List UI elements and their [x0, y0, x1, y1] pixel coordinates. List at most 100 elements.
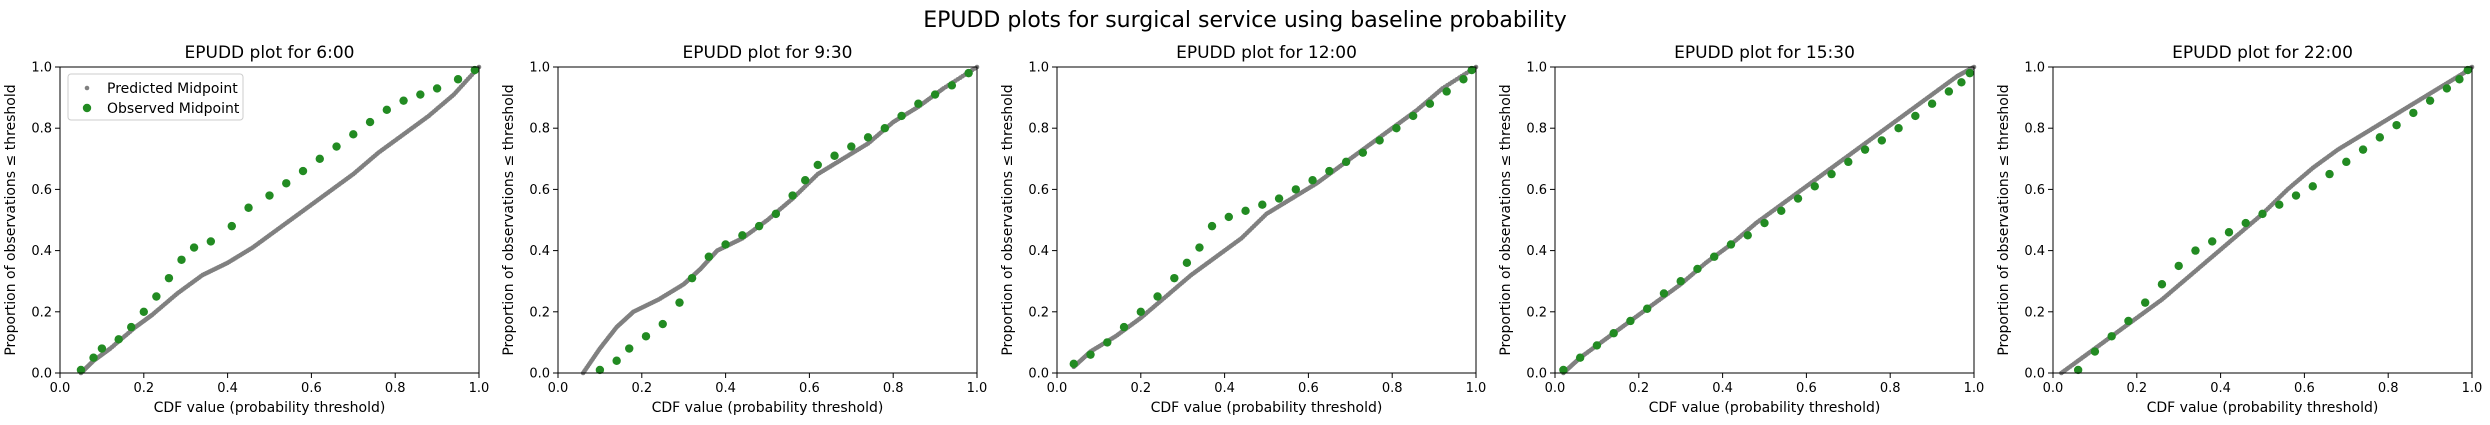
x-tick-label: 1.0: [967, 381, 988, 396]
observed-series: [1069, 65, 1477, 369]
y-tick-label: 0.0: [529, 367, 550, 382]
observed-point: [1793, 194, 1803, 203]
observed-point: [1170, 273, 1179, 283]
observed-point: [754, 221, 764, 231]
observed-point: [1182, 258, 1192, 268]
observed-point: [641, 332, 651, 341]
observed-point: [76, 365, 86, 375]
x-tick-label: 1.0: [2462, 381, 2483, 396]
observed-point: [298, 166, 308, 176]
x-tick-label: 0.4: [2210, 381, 2231, 396]
observed-point: [114, 335, 123, 344]
observed-point: [721, 240, 730, 249]
observed-point: [227, 221, 236, 231]
observed-point: [1844, 157, 1853, 167]
observed-point: [1308, 176, 1317, 185]
y-tick-label: 0.6: [529, 183, 550, 198]
observed-point: [282, 179, 291, 188]
observed-point: [2191, 246, 2200, 255]
observed-point: [2409, 108, 2418, 118]
observed-point: [1827, 169, 1836, 179]
predicted-series: [78, 64, 482, 376]
observed-point: [365, 117, 375, 127]
observed-point: [1575, 353, 1585, 362]
observed-point: [164, 273, 174, 283]
x-tick-label: 0.2: [1130, 381, 1151, 396]
observed-point: [1927, 99, 1937, 108]
observed-point: [2325, 169, 2334, 179]
x-axis-label: CDF value (probability threshold): [1151, 400, 1383, 416]
observed-point: [127, 322, 136, 332]
observed-point: [880, 124, 890, 133]
y-tick-label: 0.2: [31, 305, 52, 320]
observed-point: [97, 344, 107, 353]
x-tick-label: 0.8: [2378, 381, 2399, 396]
observed-point: [1442, 87, 1451, 96]
legend-observed-label: Observed Midpoint: [107, 101, 240, 117]
observed-point: [1291, 185, 1301, 194]
observed-point: [453, 75, 463, 84]
panel-title: EPUDD plot for 6:00: [185, 43, 355, 63]
observed-point: [152, 292, 161, 301]
observed-point: [612, 356, 621, 365]
observed-point: [2090, 347, 2100, 356]
observed-point: [1659, 289, 1669, 298]
observed-point: [2275, 200, 2284, 209]
axes-frame: [2052, 66, 2473, 374]
observed-point: [1153, 292, 1162, 301]
observed-point: [1136, 307, 1146, 316]
observed-point: [89, 353, 98, 362]
y-tick-label: 0.8: [1028, 122, 1049, 137]
observed-point: [830, 151, 839, 160]
observed-point: [382, 105, 392, 115]
x-tick-label: 0.0: [2043, 381, 2064, 396]
observed-point: [704, 252, 714, 261]
observed-point: [2308, 182, 2317, 191]
x-axis-label: CDF value (probability threshold): [1649, 400, 1881, 416]
observed-point: [399, 96, 408, 105]
y-axis-label: Proportion of observations ≤ threshold: [3, 84, 19, 355]
observed-point: [1325, 166, 1334, 176]
observed-point: [738, 231, 747, 240]
observed-point: [1693, 264, 1702, 274]
x-tick-label: 0.6: [799, 381, 820, 396]
observed-point: [930, 90, 940, 99]
observed-point: [2174, 261, 2183, 271]
y-tick-label: 0.6: [1028, 183, 1049, 198]
observed-point: [1459, 75, 1468, 84]
observed-point: [2442, 84, 2452, 93]
y-tick-label: 0.6: [1526, 183, 1547, 198]
x-tick-label: 0.6: [2294, 381, 2315, 396]
x-tick-label: 1.0: [1964, 381, 1985, 396]
y-tick-label: 0.0: [2024, 367, 2045, 382]
x-tick-label: 0.6: [1298, 381, 1319, 396]
observed-point: [2124, 316, 2133, 326]
x-tick-label: 1.0: [469, 381, 490, 396]
observed-point: [1743, 231, 1752, 240]
figure-suptitle: EPUDD plots for surgical service using b…: [923, 8, 1567, 33]
observed-point: [1957, 78, 1966, 87]
observed-point: [964, 68, 973, 78]
observed-point: [1195, 243, 1204, 252]
y-tick-label: 0.6: [31, 183, 52, 198]
observed-point: [177, 255, 186, 264]
legend: Predicted Midpoint Observed Midpoint: [67, 73, 244, 121]
x-tick-label: 0.8: [1880, 381, 1901, 396]
observed-point: [2342, 157, 2351, 167]
observed-point: [244, 203, 253, 212]
observed-point: [1241, 206, 1250, 216]
x-tick-label: 0.6: [301, 381, 322, 396]
observed-point: [1392, 124, 1401, 133]
observed-point: [2073, 365, 2083, 375]
observed-point: [1626, 316, 1635, 326]
observed-point: [206, 237, 216, 246]
y-tick-label: 0.8: [31, 122, 52, 137]
observed-point: [2241, 218, 2250, 228]
panels: EPUDD plot for 6:00 0.0 0.2 0.4 0.6 0.8 1.0 0.0…: [3, 43, 2482, 416]
observed-point: [947, 81, 957, 90]
y-tick-label: 1.0: [1526, 61, 1547, 76]
observed-point: [1224, 212, 1233, 222]
observed-point: [470, 65, 480, 75]
observed-point: [847, 142, 856, 151]
observed-point: [1559, 365, 1568, 375]
